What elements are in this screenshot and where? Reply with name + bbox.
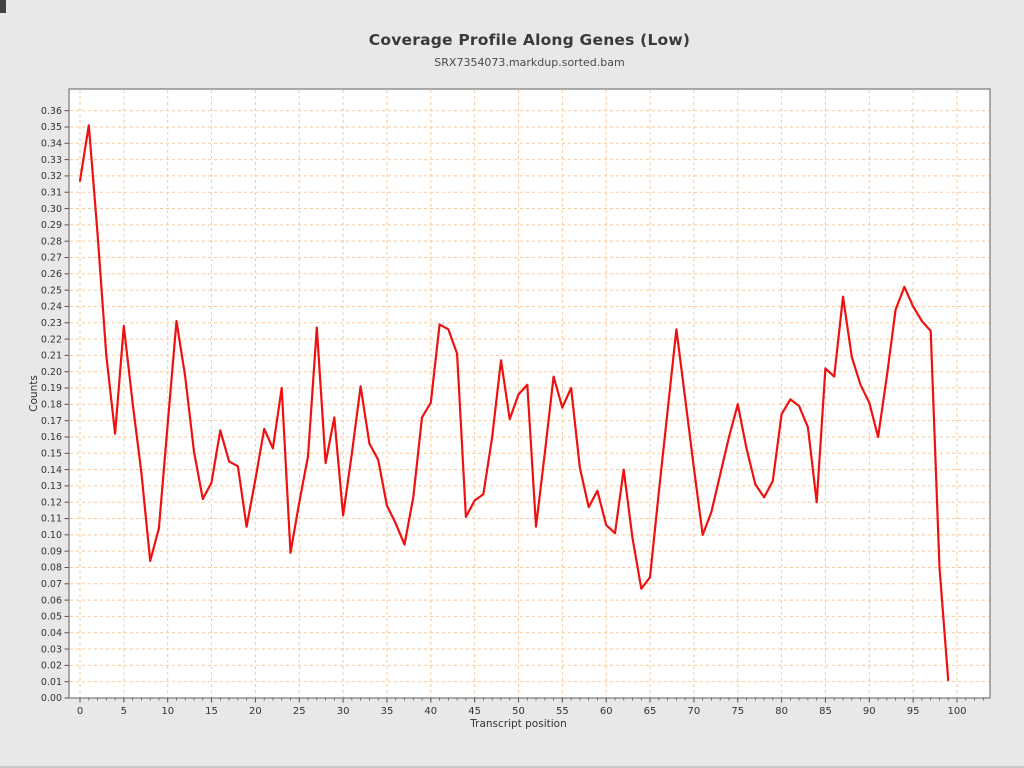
x-tick-label: 95: [907, 706, 920, 717]
x-tick-label: 15: [205, 706, 218, 717]
x-tick-label: 5: [121, 706, 127, 717]
y-tick-label: 0.19: [41, 383, 62, 394]
y-tick-label: 0.17: [41, 416, 62, 427]
vertical-gridlines: [79, 90, 958, 697]
y-tick-label: 0.27: [41, 253, 62, 264]
y-tick-label: 0.21: [41, 351, 62, 362]
x-tick-label: 45: [468, 706, 481, 717]
y-tick-label: 0.31: [41, 187, 62, 198]
x-tick-label: 10: [161, 706, 174, 717]
x-tick-label: 30: [337, 706, 350, 717]
y-tick-label: 0.04: [41, 628, 62, 639]
x-tick-label: 60: [600, 706, 613, 717]
y-tick-label: 0.25: [41, 285, 62, 296]
y-tick-label: 0.23: [41, 318, 62, 329]
y-tick-label: 0.26: [41, 269, 62, 280]
y-tick-label: 0.29: [41, 220, 62, 231]
y-tick-label: 0.34: [41, 138, 62, 149]
window-corner-fragment: [0, 0, 6, 13]
y-tick-label: 0.22: [41, 334, 62, 345]
x-tick-label: 55: [556, 706, 569, 717]
x-tick-label: 40: [424, 706, 437, 717]
y-tick-label: 0.35: [41, 122, 62, 133]
y-tick-label: 0.03: [41, 644, 62, 655]
x-tick-label: 90: [863, 706, 876, 717]
x-tick-label: 20: [249, 706, 262, 717]
y-tick-label: 0.12: [41, 497, 62, 508]
y-tick-label: 0.06: [41, 595, 62, 606]
y-tick-label: 0.33: [41, 155, 62, 166]
y-tick-label: 0.01: [41, 677, 62, 688]
chart-subtitle: SRX7354073.markdup.sorted.bam: [434, 56, 625, 69]
window-bottom-edge: [0, 766, 1024, 768]
y-tick-label: 0.24: [41, 302, 62, 313]
x-axis-title: Transcript position: [469, 718, 566, 730]
y-tick-label: 0.05: [41, 612, 62, 623]
y-tick-label: 0.11: [41, 514, 62, 525]
y-tick-label: 0.08: [41, 563, 62, 574]
coverage-series-line: [78, 124, 950, 682]
y-tick-label: 0.14: [41, 465, 62, 476]
x-tick-label: 85: [819, 706, 832, 717]
plot-area: [69, 89, 990, 698]
x-tick-label: 65: [644, 706, 657, 717]
x-axis-ticks: 0 5 10 15 20 25 30 35 40 45 50 55 60 65 70 75 80 85 90 95 10…: [77, 698, 984, 717]
y-tick-label: 0.30: [41, 204, 62, 215]
x-tick-label: 80: [775, 706, 788, 717]
x-tick-label: 0: [77, 706, 83, 717]
x-tick-label: 70: [688, 706, 701, 717]
x-tick-label: 50: [512, 706, 525, 717]
x-tick-label: 35: [381, 706, 394, 717]
y-axis-ticks: 0.00 0.01 0.02 0.03 0.04 0.05 0.06 0.07 0.08 0.09…: [41, 106, 69, 704]
x-tick-label: 100: [947, 706, 966, 717]
y-tick-label: 0.00: [41, 693, 62, 704]
y-tick-label: 0.36: [41, 106, 62, 117]
y-tick-label: 0.07: [41, 579, 62, 590]
y-tick-label: 0.32: [41, 171, 62, 182]
y-tick-label: 0.20: [41, 367, 62, 378]
y-tick-label: 0.28: [41, 236, 62, 247]
chart-header: Coverage Profile Along Genes (Low) SRX73…: [69, 0, 990, 69]
y-tick-label: 0.13: [41, 481, 62, 492]
y-tick-label: 0.09: [41, 546, 62, 557]
x-tick-label: 75: [731, 706, 744, 717]
x-tick-label: 25: [293, 706, 306, 717]
y-tick-label: 0.16: [41, 432, 62, 443]
chart-title: Coverage Profile Along Genes (Low): [368, 31, 691, 49]
y-axis-title: Counts: [28, 375, 40, 412]
y-tick-label: 0.10: [41, 530, 62, 541]
y-tick-label: 0.18: [41, 400, 62, 411]
plot-border: [68, 88, 991, 699]
y-tick-label: 0.02: [41, 661, 62, 672]
y-tick-label: 0.15: [41, 448, 62, 459]
